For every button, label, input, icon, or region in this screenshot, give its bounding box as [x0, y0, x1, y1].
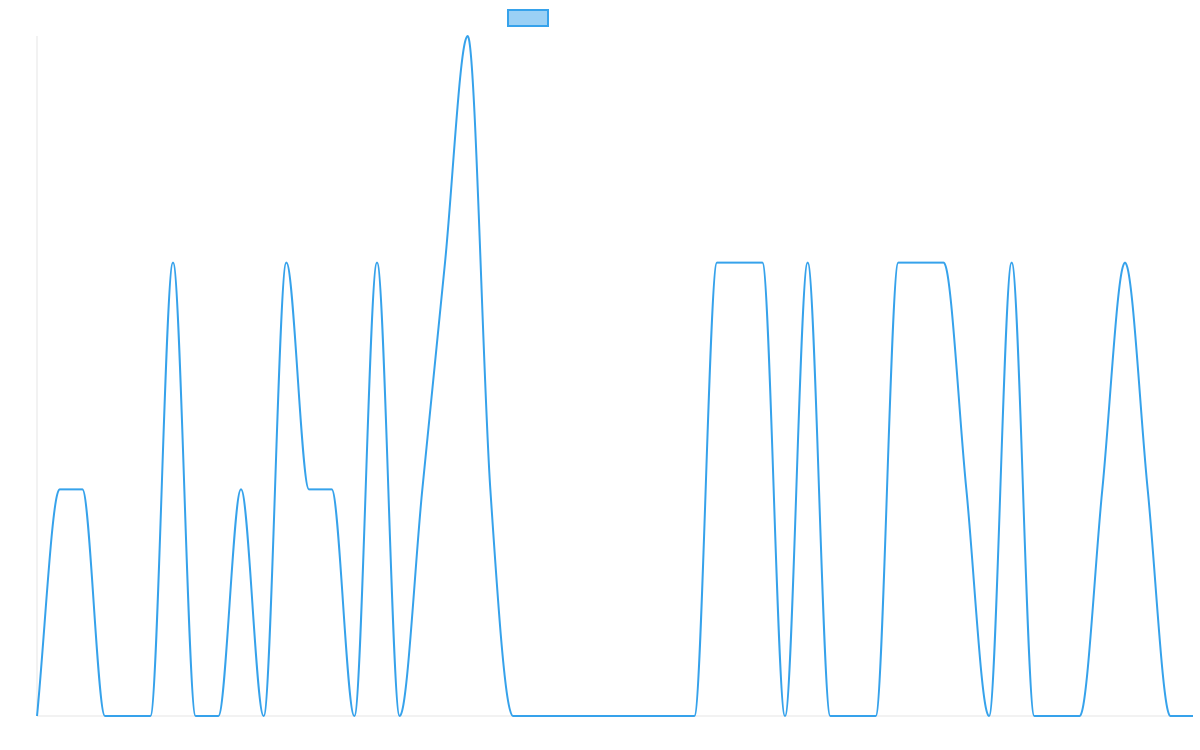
legend-swatch[interactable]	[507, 9, 549, 27]
line	[36, 34, 1193, 718]
